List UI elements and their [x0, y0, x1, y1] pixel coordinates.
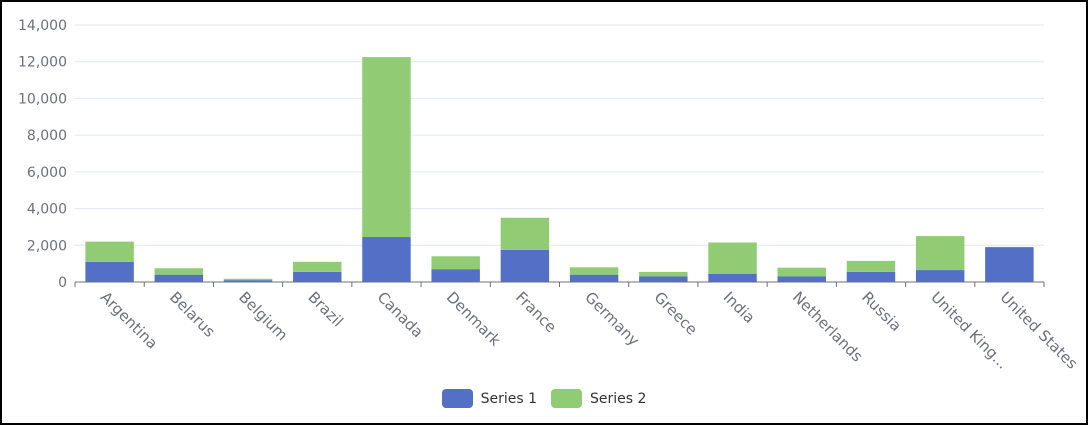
legend-label-series-1: Series 1	[480, 390, 537, 407]
legend: Series 1 Series 2	[2, 389, 1086, 408]
bar-1	[777, 276, 826, 282]
bar-1	[569, 274, 619, 282]
x-tick-label: Germany	[581, 288, 643, 350]
y-axis-ticks: 0 2,000 4,000 6,000 8,000 10,000 12,000 14,000	[18, 18, 67, 291]
bar-1	[985, 247, 1034, 282]
legend-swatch-series-1	[441, 389, 473, 408]
y-tick-label: 6,000	[27, 165, 67, 181]
bar-1	[293, 271, 342, 282]
x-tick-label: Brazil	[304, 288, 346, 330]
gridlines	[75, 24, 1044, 246]
legend-item-series-2[interactable]: Series 2	[551, 389, 646, 408]
bar-2	[708, 242, 757, 274]
legend-label-series-2: Series 2	[590, 390, 647, 407]
bar-2	[362, 57, 411, 238]
x-tick-label: Belarus	[166, 288, 219, 341]
x-tick-label: Denmark	[443, 288, 505, 350]
x-tick-label: Canada	[374, 288, 427, 341]
bar-2	[154, 268, 204, 275]
y-tick-label: 12,000	[18, 55, 67, 71]
bar-2	[85, 241, 134, 262]
x-tick-label: France	[512, 288, 560, 336]
bar-1	[223, 280, 273, 282]
y-tick-label: 14,000	[18, 18, 67, 34]
bar-2	[431, 256, 480, 270]
bar-1	[846, 271, 896, 282]
x-tick-label: Russia	[858, 288, 905, 335]
legend-item-series-1[interactable]: Series 1	[441, 389, 537, 408]
bar-2	[777, 267, 826, 277]
y-tick-label: 10,000	[18, 91, 67, 107]
bar-1	[708, 273, 757, 282]
bar-1	[500, 249, 550, 282]
x-axis-ticks: Argentina Belarus Belgium Brazil Canada Denma…	[97, 288, 1081, 373]
x-axis	[74, 281, 1045, 287]
y-tick-label: 2,000	[27, 238, 67, 254]
x-tick-label: Netherlands	[789, 288, 867, 366]
bar-2	[569, 267, 619, 275]
bar-2	[846, 260, 896, 272]
bar-2	[293, 261, 342, 272]
bar-1	[915, 270, 965, 282]
bar-1	[431, 269, 480, 282]
bar-2	[639, 271, 688, 277]
y-tick-label: 8,000	[27, 128, 67, 144]
x-tick-label: Belgium	[235, 288, 291, 344]
bar-1	[154, 274, 204, 282]
bar-1	[85, 261, 134, 282]
bar-2	[915, 236, 965, 271]
x-tick-label: India	[720, 288, 759, 327]
y-tick-label: 0	[58, 275, 67, 291]
x-tick-label: Argentina	[97, 288, 161, 352]
bar-1	[639, 276, 688, 282]
bars	[85, 57, 1034, 282]
bar-2	[223, 278, 273, 281]
bar-2	[500, 217, 550, 250]
bar-1	[362, 237, 411, 282]
x-tick-label: Greece	[650, 288, 700, 338]
legend-swatch-series-2	[551, 389, 582, 408]
y-tick-label: 4,000	[27, 202, 67, 218]
